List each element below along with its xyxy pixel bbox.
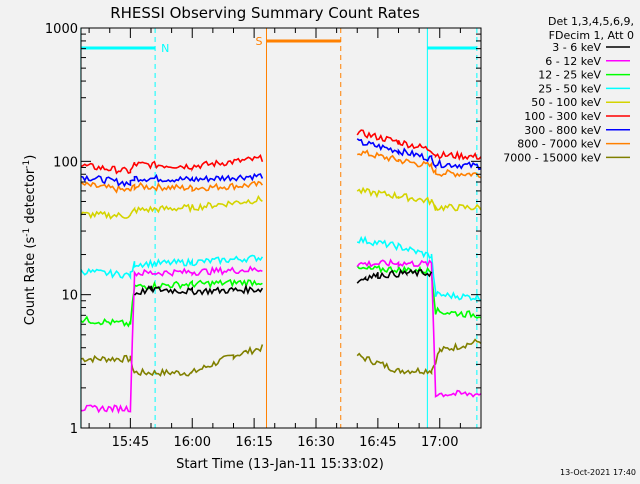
- legend-label-3: 25 - 50 keV: [538, 82, 601, 95]
- x-tick-label-0: 15:45: [112, 435, 149, 450]
- series-6: [80, 138, 482, 188]
- series-5: [80, 129, 482, 175]
- series-4: [80, 186, 482, 220]
- series-5-segment-1: [80, 153, 264, 175]
- series-1: [80, 258, 482, 415]
- axes: 1 10 100 1000 15:45 16:00 16:15 16:30 16:45 17:00: [45, 22, 482, 450]
- x-tick-label-3: 16:30: [297, 435, 334, 450]
- legend-label-4: 50 - 100 keV: [531, 96, 601, 109]
- y-axis-label: Count Rate (s-1 detector-1): [22, 155, 38, 326]
- footer-date: 13-Oct-2021 17:40: [560, 468, 636, 477]
- series-6-segment-2: [356, 138, 482, 171]
- series-7: [80, 149, 482, 194]
- y-axis-label-part2: detector: [23, 168, 38, 228]
- plot-area: NS: [80, 28, 482, 428]
- series-2-segment-1: [80, 278, 263, 328]
- legend-label-7: 800 - 7000 keV: [517, 138, 601, 151]
- y-tick-label-2: 100: [53, 155, 78, 170]
- x-tick-label-5: 17:00: [421, 435, 458, 450]
- legend-label-6: 300 - 800 keV: [524, 124, 601, 137]
- series-8-segment-2: [356, 338, 482, 376]
- series-7-segment-1: [80, 180, 264, 194]
- y-tick-label-1: 10: [61, 289, 78, 304]
- series-8-segment-1: [80, 344, 264, 377]
- legend: Det 1,3,4,5,6,9, FDecim 1, Att 0 3 - 6 k…: [503, 15, 634, 164]
- y-axis-label-part3: ): [23, 155, 38, 160]
- x-tick-label-1: 16:00: [174, 435, 211, 450]
- y-axis-label-part1: Count Rate (s: [23, 237, 38, 326]
- series-0-segment-2: [356, 268, 433, 284]
- series-1-segment-1: [80, 265, 263, 415]
- series-6-segment-1: [80, 172, 264, 188]
- series-0-segment-1: [133, 283, 264, 296]
- plot-frame: [80, 27, 482, 429]
- legend-header-line2: FDecim 1, Att 0: [549, 29, 634, 42]
- y-tick-label-0: 1: [70, 422, 78, 437]
- x-axis-label: Start Time (13-Jan-11 15:33:02): [176, 457, 384, 472]
- series-0: [133, 268, 433, 296]
- saa-label: S: [256, 35, 263, 48]
- legend-label-0: 3 - 6 keV: [552, 41, 601, 54]
- legend-label-5: 100 - 300 keV: [524, 110, 601, 123]
- legend-header-line1: Det 1,3,4,5,6,9,: [548, 15, 634, 28]
- legend-label-1: 6 - 12 keV: [545, 55, 601, 68]
- legend-label-2: 12 - 25 keV: [538, 69, 601, 82]
- series-3-segment-1: [80, 254, 264, 281]
- legend-label-8: 7000 - 15000 keV: [503, 151, 601, 164]
- series-8: [80, 338, 482, 377]
- series-3-segment-2: [356, 235, 482, 302]
- series-4-segment-1: [80, 194, 263, 220]
- series-5-segment-2: [356, 129, 482, 161]
- night-label: N: [161, 42, 169, 55]
- x-tick-label-4: 16:45: [359, 435, 396, 450]
- y-tick-label-3: 1000: [45, 22, 78, 37]
- y-axis-label-sup2: -1: [22, 160, 32, 169]
- chart-title: RHESSI Observing Summary Count Rates: [110, 4, 420, 22]
- y-axis-label-sup1: -1: [22, 228, 32, 237]
- series-7-segment-2: [357, 149, 482, 179]
- series-1-segment-2: [356, 258, 482, 398]
- x-tick-label-2: 16:15: [235, 435, 272, 450]
- series-3: [80, 235, 482, 302]
- series-4-segment-2: [356, 186, 482, 212]
